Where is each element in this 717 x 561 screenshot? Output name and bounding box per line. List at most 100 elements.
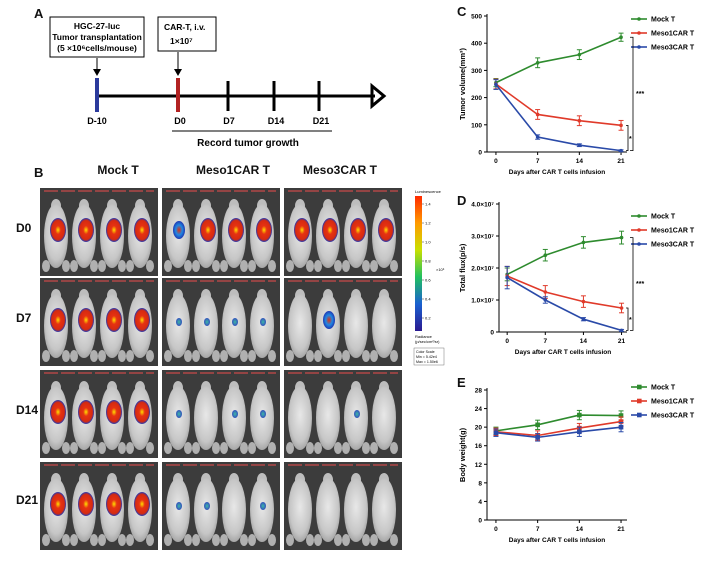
transplant-box <box>49 16 145 58</box>
series-line <box>506 236 622 276</box>
day-label-d14: D14 <box>268 116 285 126</box>
colorbar-title: Luminescence <box>415 189 442 194</box>
luminescence-signal <box>232 318 238 326</box>
luminescence-signal <box>204 318 210 326</box>
col-title-meso1: Meso1CAR T <box>195 163 270 177</box>
record-label: Record tumor growth <box>197 138 299 149</box>
colorbar-scale-1: Color Scale <box>416 350 435 354</box>
luminescence-signal <box>294 218 310 242</box>
colorbar-tick-label: 1.4 <box>425 202 431 207</box>
data-point <box>535 60 540 65</box>
panel-letter-c: C <box>457 4 467 19</box>
colorbar-scale-2: Min = 5.42e4 <box>416 355 437 359</box>
data-point <box>543 290 548 294</box>
luminescence-signal <box>232 410 238 418</box>
x-axis-label: Days after CAR T cells infusion <box>509 537 605 544</box>
luminescence-signal <box>176 502 182 510</box>
colorbar-scale-3: Max = 1.50e6 <box>416 360 438 364</box>
chart-d: 0 1.0×10⁷ 2.0×10⁷ 3.0×10⁷ 4.0×10⁷ 0 7 14 21 Days … <box>458 202 695 357</box>
legend-label: Meso3CAR T <box>651 242 695 249</box>
data-point <box>494 82 498 87</box>
mouse-body <box>194 386 218 450</box>
y-tick-label: 2.0×10⁷ <box>471 266 494 273</box>
chart-e: 0 4 8 12 16 20 24 28 0 7 14 21 Days after CAR T cell… <box>458 385 695 545</box>
mouse-body <box>372 478 396 542</box>
panel-letter-b: B <box>34 165 44 180</box>
y-tick-label: 24 <box>475 406 483 413</box>
panel-letter-a: A <box>34 6 44 21</box>
arrowhead-transplant <box>93 69 101 76</box>
colorbar-tick-label: 0.8 <box>425 259 431 264</box>
luminescence-signal <box>378 218 394 242</box>
data-point <box>577 118 582 123</box>
data-point <box>577 412 582 418</box>
x-tick-label: 0 <box>494 158 498 165</box>
legend-marker <box>637 31 641 35</box>
luminescence-signal <box>134 400 150 424</box>
mouse-body <box>316 478 340 542</box>
mouse-body <box>344 294 368 358</box>
panel-letter-e: E <box>457 375 466 390</box>
colorbar-tick-label: 0.2 <box>425 316 431 321</box>
y-tick-label: 12 <box>475 462 483 469</box>
luminescence-signal <box>50 308 66 332</box>
x-tick-label: 0 <box>505 338 509 345</box>
col-title-mock: Mock T <box>97 163 139 177</box>
data-point <box>619 35 623 40</box>
mouse-body <box>316 386 340 450</box>
day-label-d21: D21 <box>313 116 330 126</box>
day-label-d0: D0 <box>174 116 186 126</box>
data-point <box>505 275 509 280</box>
luminescence-signal <box>106 492 122 516</box>
significance-label: *** <box>636 91 644 98</box>
x-tick-label: 0 <box>494 526 498 533</box>
data-point <box>577 143 582 147</box>
data-point <box>535 435 540 440</box>
significance-label: * <box>629 136 632 143</box>
luminescence-signal <box>322 218 338 242</box>
data-point <box>577 52 582 57</box>
y-axis-label: Total flux(p/s) <box>458 243 467 292</box>
mouse-body <box>166 386 190 450</box>
legend-label: Meso1CAR T <box>651 399 695 406</box>
luminescence-signal <box>78 492 94 516</box>
data-point <box>619 328 624 333</box>
data-point <box>543 253 548 257</box>
y-tick-label: 0 <box>478 518 482 525</box>
mouse-body <box>250 478 274 542</box>
series-line <box>495 83 622 127</box>
y-tick-label: 20 <box>475 425 483 432</box>
day-label-d-10: D-10 <box>87 116 107 126</box>
x-tick-label: 14 <box>576 158 584 165</box>
colorbar-tick-label: 1.2 <box>425 221 431 226</box>
luminescence-signal <box>173 221 185 239</box>
legend-marker <box>637 412 642 418</box>
mouse-body <box>372 386 396 450</box>
y-tick-label: 0 <box>490 330 494 337</box>
colorbar-tick-label: 1.0 <box>425 240 431 245</box>
y-tick-label: 28 <box>475 388 483 395</box>
mouse-body <box>194 478 218 542</box>
significance-bracket <box>630 36 634 152</box>
significance-label: * <box>629 317 632 324</box>
data-point <box>618 424 624 430</box>
data-point <box>543 298 548 302</box>
luminescence-signal <box>256 218 272 242</box>
x-tick-label: 21 <box>617 526 625 533</box>
y-tick-label: 300 <box>471 68 482 75</box>
mouse-body <box>222 294 246 358</box>
data-point <box>619 306 624 310</box>
x-tick-label: 21 <box>618 338 626 345</box>
timeline-arrowhead <box>370 82 387 110</box>
data-point <box>619 148 623 153</box>
significance-bracket <box>630 237 634 331</box>
luminescence-signal <box>78 400 94 424</box>
data-point <box>581 317 586 321</box>
x-tick-label: 7 <box>536 158 540 165</box>
chart-c: 0 100 200 300 400 500 0 7 14 21 Days after CAR T c… <box>458 14 695 177</box>
data-point <box>619 235 624 240</box>
x-tick-label: 7 <box>536 526 540 533</box>
luminescence-signal <box>50 218 66 242</box>
legend-label: Mock T <box>651 385 676 392</box>
y-axis-label: Body weight(g) <box>458 427 467 482</box>
